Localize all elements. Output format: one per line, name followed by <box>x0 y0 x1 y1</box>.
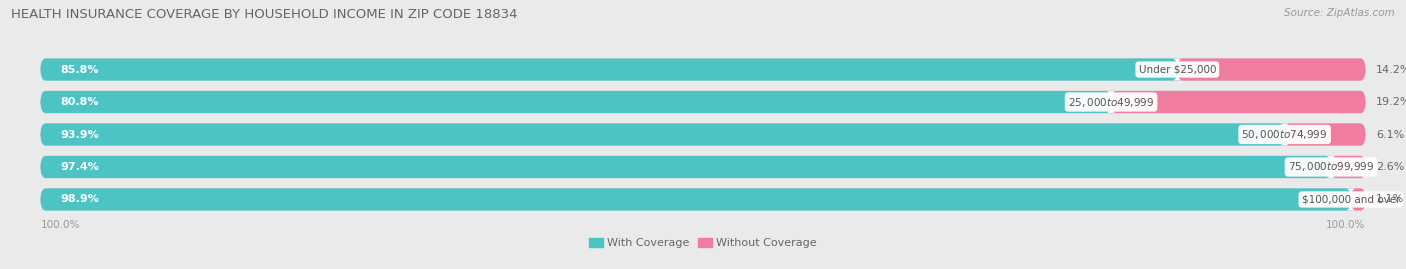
Text: 100.0%: 100.0% <box>41 220 80 230</box>
FancyBboxPatch shape <box>41 156 1365 178</box>
Text: $50,000 to $74,999: $50,000 to $74,999 <box>1241 128 1327 141</box>
FancyBboxPatch shape <box>1331 156 1365 178</box>
Text: 98.9%: 98.9% <box>60 194 100 204</box>
Text: 19.2%: 19.2% <box>1376 97 1406 107</box>
Text: 100.0%: 100.0% <box>1326 220 1365 230</box>
Text: HEALTH INSURANCE COVERAGE BY HOUSEHOLD INCOME IN ZIP CODE 18834: HEALTH INSURANCE COVERAGE BY HOUSEHOLD I… <box>11 8 517 21</box>
FancyBboxPatch shape <box>41 123 1365 146</box>
FancyBboxPatch shape <box>41 123 1285 146</box>
Text: 14.2%: 14.2% <box>1376 65 1406 75</box>
Text: 6.1%: 6.1% <box>1376 129 1405 140</box>
FancyBboxPatch shape <box>41 156 1331 178</box>
FancyBboxPatch shape <box>1351 188 1365 211</box>
Text: Under $25,000: Under $25,000 <box>1139 65 1216 75</box>
Text: 2.6%: 2.6% <box>1376 162 1405 172</box>
Legend: With Coverage, Without Coverage: With Coverage, Without Coverage <box>585 233 821 253</box>
FancyBboxPatch shape <box>41 188 1365 211</box>
Text: $100,000 and over: $100,000 and over <box>1302 194 1400 204</box>
Text: $75,000 to $99,999: $75,000 to $99,999 <box>1288 161 1374 174</box>
Text: $25,000 to $49,999: $25,000 to $49,999 <box>1069 95 1154 108</box>
Text: 1.1%: 1.1% <box>1376 194 1405 204</box>
Text: 93.9%: 93.9% <box>60 129 100 140</box>
Text: Source: ZipAtlas.com: Source: ZipAtlas.com <box>1284 8 1395 18</box>
FancyBboxPatch shape <box>1177 58 1365 81</box>
Text: 80.8%: 80.8% <box>60 97 98 107</box>
FancyBboxPatch shape <box>1285 123 1365 146</box>
FancyBboxPatch shape <box>41 58 1177 81</box>
FancyBboxPatch shape <box>41 91 1365 113</box>
FancyBboxPatch shape <box>1111 91 1365 113</box>
FancyBboxPatch shape <box>41 188 1351 211</box>
Text: 85.8%: 85.8% <box>60 65 98 75</box>
Text: 97.4%: 97.4% <box>60 162 100 172</box>
FancyBboxPatch shape <box>41 58 1365 81</box>
FancyBboxPatch shape <box>41 91 1111 113</box>
